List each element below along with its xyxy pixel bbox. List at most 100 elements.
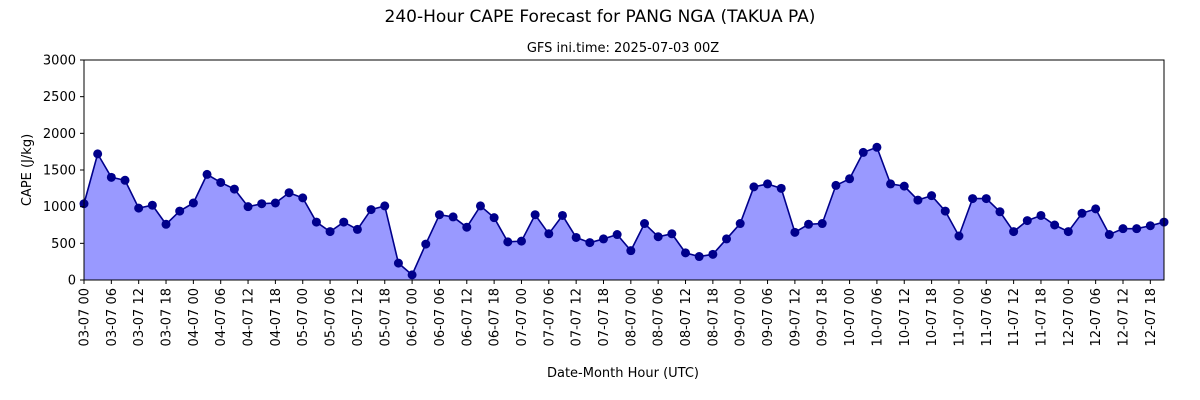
x-tick-label: 07-07 18 xyxy=(597,288,612,346)
data-point xyxy=(339,217,349,227)
data-point xyxy=(1009,227,1019,237)
data-point xyxy=(475,201,485,211)
data-point xyxy=(311,217,321,227)
x-tick-label: 12-07 12 xyxy=(1116,288,1131,346)
data-point xyxy=(640,219,650,229)
y-tick-label: 2000 xyxy=(43,127,76,142)
data-point xyxy=(954,231,964,241)
x-tick-label: 04-07 12 xyxy=(242,288,257,346)
data-point xyxy=(571,232,581,242)
x-tick-label: 11-07 00 xyxy=(952,288,967,346)
data-point xyxy=(817,219,827,229)
data-point xyxy=(352,224,362,234)
data-point xyxy=(1063,227,1073,237)
data-point xyxy=(927,191,937,201)
x-tick-label: 12-07 18 xyxy=(1144,288,1159,346)
x-tick-label: 03-07 00 xyxy=(78,288,93,346)
data-point xyxy=(366,205,376,215)
data-point xyxy=(530,210,540,220)
x-tick-label: 08-07 12 xyxy=(679,288,694,346)
data-point xyxy=(202,169,212,179)
x-tick-label: 12-07 06 xyxy=(1089,288,1104,346)
x-tick-label: 09-07 06 xyxy=(761,288,776,346)
data-point xyxy=(831,180,841,190)
data-point xyxy=(175,206,185,216)
x-tick-label: 06-07 18 xyxy=(488,288,503,346)
x-tick-label: 11-07 12 xyxy=(1007,288,1022,346)
data-point xyxy=(598,234,608,244)
data-point xyxy=(421,239,431,249)
x-tick-label: 11-07 06 xyxy=(980,288,995,346)
x-tick-label: 10-07 12 xyxy=(898,288,913,346)
data-point xyxy=(434,210,444,220)
data-point xyxy=(790,227,800,237)
data-point xyxy=(557,210,567,220)
data-point xyxy=(776,183,786,193)
x-tick-label: 07-07 12 xyxy=(570,288,585,346)
data-point xyxy=(298,193,308,203)
data-point xyxy=(1145,221,1155,231)
data-point xyxy=(134,203,144,213)
cape-area-fill xyxy=(84,147,1164,280)
data-point xyxy=(407,270,417,280)
x-tick-label: 05-07 12 xyxy=(351,288,366,346)
y-tick-label: 500 xyxy=(51,237,76,252)
x-tick-label: 03-07 12 xyxy=(132,288,147,346)
x-tick-label: 08-07 18 xyxy=(706,288,721,346)
y-axis-label: CAPE (J/kg) xyxy=(20,134,35,206)
data-point xyxy=(585,238,595,248)
y-tick-label: 3000 xyxy=(43,54,76,69)
data-point xyxy=(940,206,950,216)
data-point xyxy=(681,248,691,258)
data-point xyxy=(257,199,267,209)
x-tick-label: 10-07 00 xyxy=(843,288,858,346)
data-point xyxy=(284,188,294,198)
data-point xyxy=(120,175,130,185)
data-point xyxy=(516,236,526,246)
data-point xyxy=(1022,216,1032,226)
x-tick-label: 05-07 18 xyxy=(378,288,393,346)
data-point xyxy=(325,227,335,237)
data-point xyxy=(489,213,499,223)
data-point xyxy=(886,179,896,189)
data-point xyxy=(968,194,978,204)
data-point xyxy=(448,212,458,222)
y-tick-label: 1000 xyxy=(43,200,76,215)
data-point xyxy=(804,219,814,229)
data-point xyxy=(845,174,855,184)
data-point xyxy=(872,142,882,152)
data-point xyxy=(995,207,1005,217)
data-point xyxy=(106,172,116,182)
data-point xyxy=(708,249,718,259)
data-point xyxy=(899,181,909,191)
data-point xyxy=(981,194,991,204)
x-tick-label: 09-07 12 xyxy=(788,288,803,346)
data-point xyxy=(612,230,622,240)
data-point xyxy=(667,229,677,239)
data-point xyxy=(544,229,554,239)
data-point xyxy=(503,237,513,247)
data-point xyxy=(1077,208,1087,218)
data-point xyxy=(1036,210,1046,220)
data-point xyxy=(93,149,103,159)
data-point xyxy=(653,232,663,242)
data-point xyxy=(749,182,759,192)
data-point xyxy=(462,222,472,232)
data-point xyxy=(380,201,390,211)
x-tick-label: 04-07 06 xyxy=(214,288,229,346)
data-point xyxy=(735,219,745,229)
chart-title: 240-Hour CAPE Forecast for PANG NGA (TAK… xyxy=(385,7,816,27)
plot-area: 0 500 1000 1500 2000 2500 3000 03-07 00 03-07 06… xyxy=(43,54,1169,346)
x-tick-label: 07-07 00 xyxy=(515,288,530,346)
x-tick-label: 05-07 06 xyxy=(324,288,339,346)
data-point xyxy=(270,198,280,208)
x-tick-label: 06-07 00 xyxy=(406,288,421,346)
y-tick-label: 0 xyxy=(68,274,76,289)
data-point xyxy=(229,184,239,194)
data-point xyxy=(216,177,226,187)
x-tick-label: 09-07 00 xyxy=(734,288,749,346)
data-point xyxy=(626,246,636,256)
chart-subtitle: GFS ini.time: 2025-07-03 00Z xyxy=(527,41,719,56)
x-axis-label: Date-Month Hour (UTC) xyxy=(547,366,699,381)
